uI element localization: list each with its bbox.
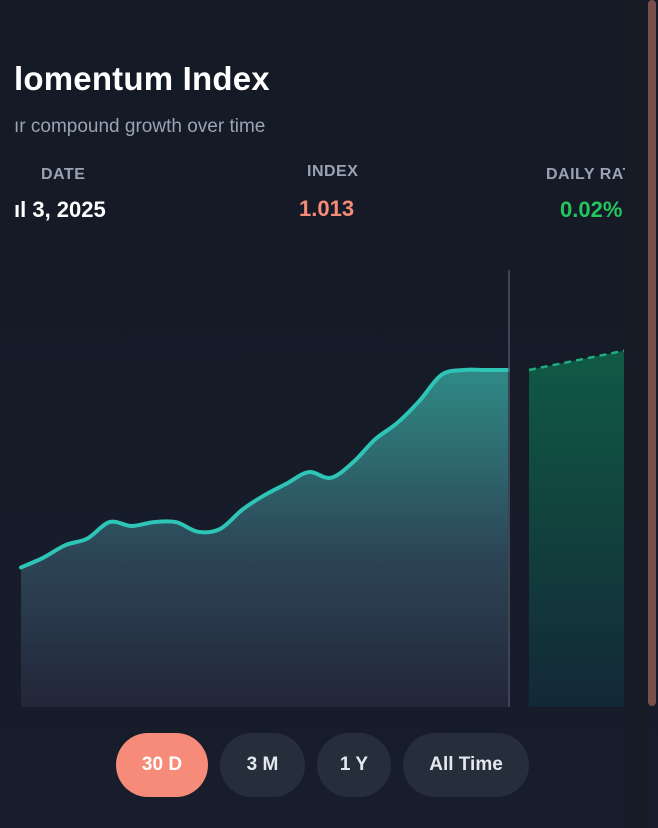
history-area <box>21 369 508 707</box>
daily-rate-value: 0.02% <box>560 197 623 222</box>
projection-line <box>528 349 625 372</box>
page-subtitle: ır compound growth over time <box>14 116 266 137</box>
index-value: 1.013 <box>299 196 355 221</box>
range-button-30d[interactable]: 30 D <box>116 733 208 797</box>
left-clip <box>0 0 14 240</box>
scrollbar[interactable] <box>648 0 656 706</box>
date-value: ıl 3, 2025 <box>14 197 106 222</box>
history-line <box>19 367 510 570</box>
range-button-3m[interactable]: 3 M <box>220 733 305 797</box>
projection-area <box>529 350 624 707</box>
momentum-chart[interactable] <box>0 240 625 710</box>
range-button-1y[interactable]: 1 Y <box>317 733 391 797</box>
index-label: INDEX <box>307 163 359 180</box>
page-title: lomentum Index <box>14 60 270 97</box>
right-clip <box>625 0 648 828</box>
range-button-all-time[interactable]: All Time <box>403 733 529 797</box>
date-label: DATE <box>41 166 86 183</box>
daily-rate-label: DAILY RAT <box>546 166 633 183</box>
